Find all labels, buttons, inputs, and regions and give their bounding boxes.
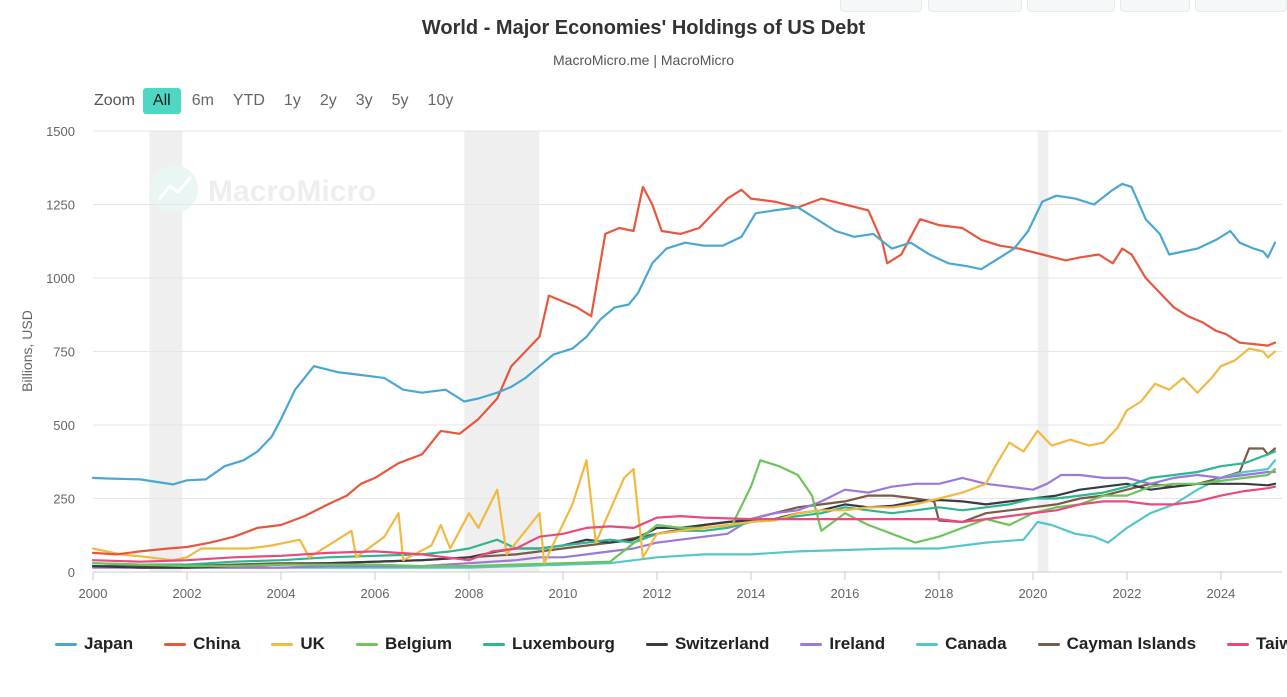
legend-label: Canada	[945, 634, 1007, 653]
x-tick-label: 2010	[548, 586, 577, 601]
watermark-text: MacroMicro	[208, 175, 376, 208]
zoom-bar: Zoom All 6m YTD 1y 2y 3y 5y 10y	[94, 88, 463, 114]
legend: Japan China UK Belgium Luxembourg Switze…	[55, 634, 1287, 654]
toolbar-button[interactable]	[1120, 0, 1190, 12]
legend-label: Luxembourg	[512, 634, 615, 653]
x-tick-label: 2012	[642, 586, 671, 601]
legend-item-japan[interactable]: Japan	[55, 634, 133, 654]
y-tick-label: 750	[53, 345, 75, 360]
x-tick-label: 2024	[1206, 586, 1235, 601]
series-line-canada[interactable]	[91, 459, 1277, 569]
toolbar-button[interactable]	[928, 0, 1022, 12]
legend-label: Taiwan	[1256, 634, 1287, 653]
x-tick-label: 2014	[736, 586, 765, 601]
legend-item-china[interactable]: China	[164, 634, 240, 654]
y-tick-label: 250	[53, 492, 75, 507]
x-tick-label: 2020	[1018, 586, 1047, 601]
legend-item-canada[interactable]: Canada	[916, 634, 1007, 654]
series-line-luxembourg[interactable]	[91, 450, 1277, 566]
legend-swatch	[1227, 642, 1250, 646]
x-tick-label: 2002	[173, 586, 202, 601]
chart-title: World - Major Economies' Holdings of US …	[421, 17, 866, 39]
toolbar-button[interactable]	[1027, 0, 1115, 12]
legend-item-luxembourg[interactable]: Luxembourg	[483, 634, 615, 654]
series-line-uk[interactable]	[91, 347, 1277, 565]
zoom-button-3y[interactable]: 3y	[355, 92, 373, 109]
series-line-belgium[interactable]	[91, 459, 1277, 568]
legend-swatch	[164, 642, 187, 646]
zoom-label: Zoom	[94, 92, 135, 109]
legend-label: UK	[300, 634, 325, 653]
legend-swatch	[645, 642, 668, 646]
legend-label: Switzerland	[674, 634, 770, 653]
toolbar-button[interactable]	[840, 0, 922, 12]
x-tick-label: 2006	[361, 586, 390, 601]
zoom-button-1y[interactable]: 1y	[283, 92, 301, 109]
legend-swatch	[916, 642, 939, 646]
x-tick-label: 2004	[267, 586, 296, 601]
x-tick-label: 2016	[830, 586, 859, 601]
zoom-button-ytd[interactable]: YTD	[232, 92, 265, 109]
legend-item-ireland[interactable]: Ireland	[800, 634, 885, 654]
watermark-logo-mark	[158, 176, 192, 200]
legend-item-belgium[interactable]: Belgium	[355, 634, 452, 654]
zoom-button-6m[interactable]: 6m	[191, 92, 214, 109]
chart-subtitle: MacroMicro.me | MacroMicro	[553, 52, 734, 68]
legend-swatch	[800, 642, 823, 646]
series-line-china[interactable]	[91, 185, 1277, 556]
x-tick-label: 2000	[79, 586, 108, 601]
legend-label: Belgium	[384, 634, 452, 653]
zoom-button-2y[interactable]: 2y	[319, 92, 337, 109]
legend-swatch	[355, 642, 378, 646]
legend-label: Cayman Islands	[1066, 634, 1197, 653]
legend-item-switzerland[interactable]: Switzerland	[645, 634, 770, 654]
y-tick-label: 1250	[46, 198, 75, 213]
y-tick-label: 1000	[46, 271, 75, 286]
legend-label: Ireland	[829, 634, 886, 653]
legend-swatch	[271, 642, 294, 646]
series-line-japan[interactable]	[91, 182, 1277, 486]
legend-item-cayman-islands[interactable]: Cayman Islands	[1037, 634, 1197, 654]
zoom-button-5y[interactable]: 5y	[391, 92, 409, 109]
series-line-taiwan[interactable]	[91, 485, 1277, 563]
y-tick-label: 500	[53, 418, 75, 433]
legend-swatch	[483, 642, 505, 646]
legend-item-uk[interactable]: UK	[271, 634, 325, 654]
series-line-cayman-islands[interactable]	[91, 447, 1277, 568]
x-tick-label: 2008	[455, 586, 484, 601]
legend-label: China	[193, 634, 241, 653]
y-tick-label: 1500	[46, 124, 75, 139]
legend-item-taiwan[interactable]: Taiwan	[1227, 634, 1287, 654]
legend-swatch	[55, 642, 77, 646]
x-tick-label: 2018	[924, 586, 953, 601]
legend-swatch	[1037, 642, 1060, 646]
y-axis-label: Billions, USD	[19, 310, 35, 392]
x-tick-label: 2022	[1112, 586, 1141, 601]
zoom-button-10y[interactable]: 10y	[427, 92, 454, 109]
y-tick-label: 0	[68, 565, 75, 580]
zoom-button-all[interactable]: All	[142, 88, 181, 114]
legend-label: Japan	[84, 634, 134, 653]
